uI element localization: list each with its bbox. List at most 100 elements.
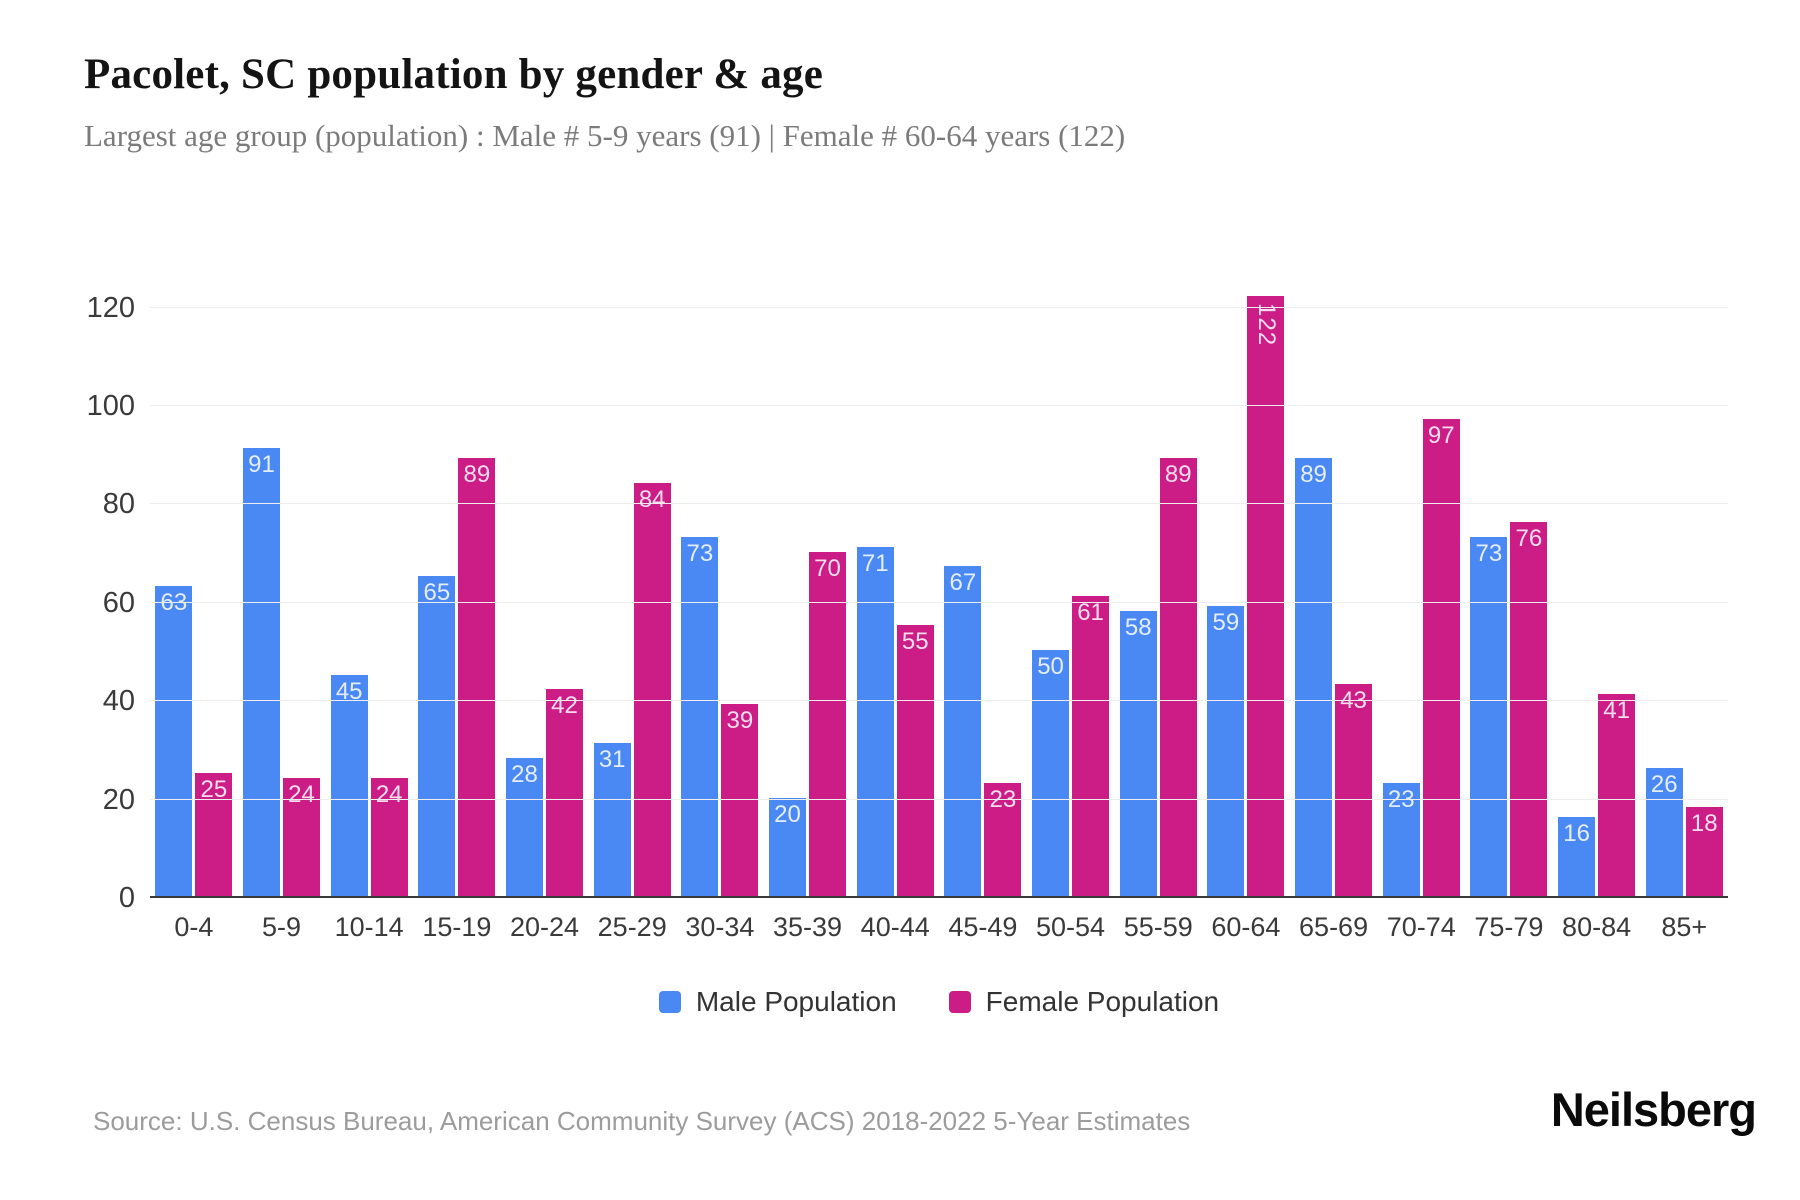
- bar-group-10-14: 45 24: [325, 674, 413, 896]
- bar-value-label: 67: [949, 569, 977, 597]
- male-bar-75-79[interactable]: 73: [1470, 536, 1508, 896]
- bar-group-40-44: 71 55: [851, 546, 939, 896]
- male-bar-30-34[interactable]: 73: [681, 536, 719, 896]
- gridline-120: [150, 306, 1728, 308]
- female-bar-5-9[interactable]: 24: [283, 777, 320, 896]
- y-axis-tick-40: 40: [102, 685, 135, 718]
- male-bar-35-39[interactable]: 20: [769, 797, 807, 896]
- bar-group-0-4: 63 25: [150, 586, 238, 896]
- x-axis-label-40-44: 40-44: [860, 912, 930, 942]
- x-axis-label-55-59: 55-59: [1123, 912, 1193, 942]
- male-bar-45-49[interactable]: 67: [944, 566, 982, 896]
- bar-value-label: 28: [511, 761, 538, 789]
- male-bar-50-54[interactable]: 50: [1032, 650, 1070, 896]
- male-bar-65-69[interactable]: 89: [1295, 458, 1333, 896]
- x-axis-label-80-84: 80-84: [1562, 912, 1632, 942]
- female-bar-0-4[interactable]: 25: [195, 773, 233, 896]
- bar-group-45-49: 67 23: [939, 566, 1027, 896]
- male-bar-60-64[interactable]: 59: [1207, 605, 1245, 896]
- gridline-40: [150, 700, 1728, 702]
- female-bar-55-59[interactable]: 89: [1159, 458, 1197, 896]
- x-axis-label-15-19: 15-19: [422, 912, 492, 942]
- female-bar-30-34[interactable]: 39: [721, 704, 759, 896]
- male-bar-40-44[interactable]: 71: [856, 546, 894, 896]
- bar-value-label: 23: [989, 785, 1017, 813]
- male-bar-80-84[interactable]: 16: [1558, 817, 1596, 896]
- female-bar-85+[interactable]: 18: [1685, 807, 1723, 896]
- page-subtitle: Largest age group (population) : Male # …: [84, 118, 1126, 153]
- y-axis-tick-0: 0: [118, 882, 135, 914]
- bar-value-label: 39: [726, 707, 754, 735]
- bar-value-label: 70: [814, 554, 841, 582]
- x-axis-label-45-49: 45-49: [948, 912, 1018, 942]
- y-axis: 0 20 40 60 80 100 120: [40, 258, 135, 913]
- bar-value-label: 65: [423, 579, 451, 607]
- x-axis-label-65-69: 65-69: [1299, 912, 1369, 942]
- female-bar-45-49[interactable]: 23: [984, 782, 1022, 896]
- legend-item-male[interactable]: Male Population: [658, 986, 897, 1018]
- bar-value-label: 76: [1515, 525, 1543, 553]
- female-bar-50-54[interactable]: 61: [1072, 595, 1110, 896]
- gridline-80: [150, 503, 1728, 505]
- bar-group-5-9: 91 24: [238, 448, 326, 896]
- bar-group-55-59: 58 89: [1114, 458, 1202, 896]
- x-axis-label-85+: 85+: [1661, 912, 1708, 942]
- x-axis-label-20-24: 20-24: [509, 912, 580, 942]
- female-bar-35-39[interactable]: 70: [809, 551, 847, 896]
- female-bar-65-69[interactable]: 43: [1335, 684, 1373, 896]
- legend-label-male: Male Population: [695, 986, 897, 1017]
- bar-group-60-64: 59 122: [1202, 295, 1290, 896]
- bar-value-label: 59: [1212, 608, 1240, 636]
- female-bar-25-29[interactable]: 84: [633, 482, 671, 896]
- female-bar-80-84[interactable]: 41: [1598, 694, 1636, 896]
- bar-value-label: 25: [200, 776, 228, 803]
- bar-value-label: 26: [1650, 771, 1678, 799]
- bar-value-label: 23: [1387, 785, 1415, 813]
- male-bar-20-24[interactable]: 28: [506, 758, 544, 896]
- gridline-20: [150, 798, 1728, 800]
- y-axis-tick-100: 100: [86, 390, 135, 422]
- female-bar-75-79[interactable]: 76: [1510, 522, 1548, 896]
- male-bar-10-14[interactable]: 45: [330, 674, 368, 896]
- female-bar-10-14[interactable]: 24: [370, 777, 408, 896]
- female-bar-15-19[interactable]: 89: [458, 458, 496, 896]
- female-bar-70-74[interactable]: 97: [1422, 418, 1460, 896]
- bar-value-label: 24: [288, 780, 315, 808]
- x-axis-label-70-74: 70-74: [1386, 912, 1456, 942]
- x-axis-label-60-64: 60-64: [1211, 912, 1281, 942]
- gridline-100: [150, 405, 1728, 406]
- bar-value-label: 89: [1300, 461, 1327, 489]
- x-axis-label-35-39: 35-39: [773, 912, 843, 942]
- female-bar-20-24[interactable]: 42: [546, 689, 584, 896]
- y-axis-tick-80: 80: [102, 488, 135, 521]
- bar-value-label: 24: [375, 780, 403, 808]
- bar-value-label: 63: [160, 589, 188, 617]
- bar-group-35-39: 20 70: [764, 551, 852, 896]
- male-bar-0-4[interactable]: 63: [155, 586, 193, 896]
- male-bar-15-19[interactable]: 65: [418, 576, 456, 896]
- male-bar-5-9[interactable]: 91: [243, 448, 280, 896]
- legend-label-female: Female Population: [985, 986, 1220, 1017]
- gridline-60: [150, 601, 1728, 603]
- bar-group-70-74: 23 97: [1377, 418, 1465, 896]
- bar-value-label: 55: [901, 628, 929, 656]
- male-bar-55-59[interactable]: 58: [1119, 610, 1157, 896]
- legend-item-female[interactable]: Female Population: [948, 986, 1220, 1018]
- male-bar-25-29[interactable]: 31: [593, 743, 631, 896]
- bar-value-label: 61: [1077, 598, 1104, 626]
- bar-group-30-34: 73 39: [676, 536, 764, 896]
- bar-group-25-29: 31 84: [588, 482, 676, 896]
- male-bar-85+[interactable]: 26: [1645, 768, 1683, 896]
- bar-group-50-54: 50 61: [1027, 595, 1115, 896]
- male-bar-70-74[interactable]: 23: [1382, 782, 1420, 896]
- bar-value-label: 122: [1252, 302, 1280, 346]
- bar-value-label: 73: [1475, 539, 1503, 567]
- bar-value-label: 89: [463, 461, 491, 489]
- y-axis-tick-20: 20: [102, 783, 135, 816]
- x-axis-label-5-9: 5-9: [261, 912, 302, 942]
- female-bar-40-44[interactable]: 55: [896, 625, 934, 896]
- female-bar-60-64[interactable]: 122: [1247, 295, 1285, 896]
- bar-value-label: 16: [1563, 820, 1590, 848]
- neilsberg-logo: Neilsberg: [1550, 1083, 1757, 1136]
